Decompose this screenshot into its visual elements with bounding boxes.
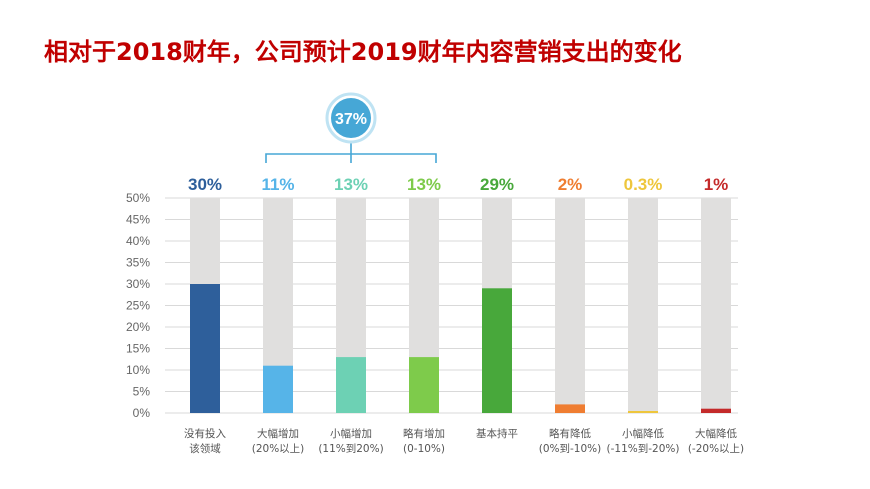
bar xyxy=(482,288,512,413)
y-tick-label: 5% xyxy=(133,385,151,399)
y-tick-label: 50% xyxy=(126,191,150,205)
bar-track xyxy=(555,198,585,413)
y-tick-label: 25% xyxy=(126,299,150,313)
x-tick-label: (-11%到-20%) xyxy=(607,443,680,455)
group-bubble-label: 37% xyxy=(335,111,367,128)
x-tick-label: (11%到20%) xyxy=(318,443,383,455)
bar xyxy=(555,404,585,413)
data-label: 30% xyxy=(188,175,222,194)
x-tick-label: 略有降低 xyxy=(549,427,591,440)
x-tick-label: 略有增加 xyxy=(403,427,445,440)
y-tick-label: 35% xyxy=(126,256,150,270)
y-tick-label: 20% xyxy=(126,320,150,334)
data-label: 0.3% xyxy=(624,175,663,194)
bar xyxy=(336,357,366,413)
x-tick-label: (0%到-10%) xyxy=(539,443,601,455)
x-tick-label: 大幅增加 xyxy=(257,427,299,440)
x-tick-label: 基本持平 xyxy=(476,427,518,440)
y-tick-label: 15% xyxy=(126,342,150,356)
x-tick-label: 小幅降低 xyxy=(622,427,664,440)
data-label: 11% xyxy=(261,175,294,194)
bar-track xyxy=(701,198,731,413)
y-tick-label: 40% xyxy=(126,234,150,248)
x-tick-label: 没有投入 xyxy=(184,427,226,440)
bar xyxy=(409,357,439,413)
bar xyxy=(190,284,220,413)
data-label: 1% xyxy=(704,175,729,194)
bar xyxy=(263,365,293,413)
bar xyxy=(628,411,658,413)
group-bubble xyxy=(331,98,371,138)
data-label: 13% xyxy=(407,175,441,194)
y-tick-label: 0% xyxy=(133,406,151,420)
x-tick-label: 小幅增加 xyxy=(330,427,372,440)
x-tick-label: (0-10%) xyxy=(403,443,445,455)
x-tick-label: (-20%以上) xyxy=(688,443,744,455)
data-label: 2% xyxy=(558,175,583,194)
data-label: 13% xyxy=(334,175,368,194)
chart-title: 相对于2018财年，公司预计2019财年内容营销支出的变化 xyxy=(44,38,682,66)
bar xyxy=(701,408,731,413)
x-tick-label: 大幅降低 xyxy=(695,427,737,440)
y-tick-label: 45% xyxy=(126,213,150,227)
bar-track xyxy=(628,198,658,413)
x-tick-label: (20%以上) xyxy=(252,443,305,455)
x-tick-label: 该领域 xyxy=(189,442,221,455)
y-tick-label: 30% xyxy=(126,277,150,291)
y-tick-label: 10% xyxy=(126,363,150,377)
data-label: 29% xyxy=(480,175,514,194)
